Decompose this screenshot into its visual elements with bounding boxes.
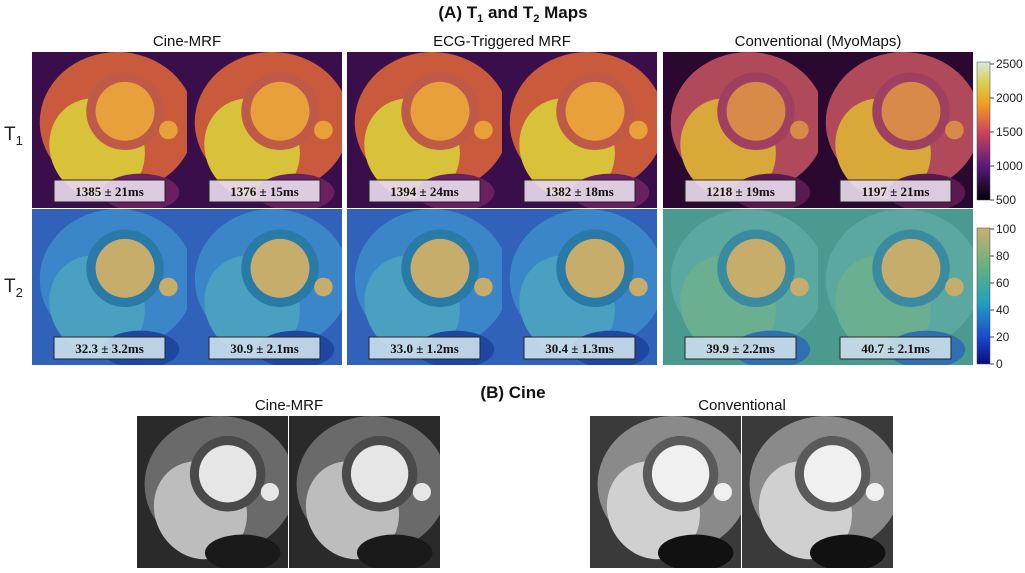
- colorbar-tick-label: 60: [996, 276, 1010, 290]
- measurement: 1394 ± 24ms: [390, 184, 459, 199]
- measurement-box: [684, 336, 797, 360]
- colorbar-tick-label: 80: [996, 249, 1010, 263]
- blood-pool: [410, 238, 470, 298]
- blood-pool: [565, 238, 625, 298]
- measurement: 39.9 ± 2.2ms: [706, 341, 775, 356]
- measurement-box: [684, 179, 797, 203]
- measurement: 1385 ± 21ms: [75, 184, 144, 199]
- image: [137, 416, 288, 568]
- measurement: 1382 ± 18ms: [545, 184, 614, 199]
- measurement-box: [368, 179, 481, 203]
- measurement-box: [208, 179, 321, 203]
- vessel: [314, 277, 333, 297]
- row-label: T1: [4, 124, 23, 148]
- column-header: ECG-Triggered MRF: [433, 33, 571, 50]
- colorbar: [976, 61, 991, 201]
- image: [502, 52, 657, 208]
- column-header: Conventional (MyoMaps): [735, 33, 902, 50]
- measurement: 40.7 ± 2.1ms: [861, 341, 930, 356]
- blood-pool: [95, 81, 155, 141]
- dark-region: [657, 534, 734, 568]
- vessel: [629, 277, 648, 297]
- blood-pool: [198, 445, 257, 503]
- colorbar-tick-label: 2500: [996, 57, 1023, 71]
- vessel: [412, 482, 431, 502]
- blood-pool: [803, 445, 862, 503]
- blood-pool: [726, 81, 786, 141]
- vessel: [629, 120, 648, 140]
- measurement: 30.4 ± 1.3ms: [545, 341, 614, 356]
- blood-pool: [350, 445, 409, 503]
- image: [187, 52, 342, 208]
- panel-a-title: (A) T1 and T2 Maps: [438, 3, 587, 25]
- dark-region: [356, 534, 433, 568]
- blood-pool: [726, 238, 786, 298]
- measurement-box: [839, 336, 952, 360]
- measurement: 33.0 ± 1.2ms: [390, 341, 459, 356]
- measurement-box: [53, 336, 166, 360]
- row-label: T2: [4, 276, 23, 300]
- colorbar: [976, 227, 991, 365]
- image: [742, 416, 893, 568]
- measurement-box: [523, 179, 636, 203]
- vessel: [314, 120, 333, 140]
- colorbar-tick-label: 40: [996, 303, 1010, 317]
- vessel: [865, 482, 884, 502]
- vessel: [713, 482, 732, 502]
- blood-pool: [881, 238, 941, 298]
- vessel: [159, 120, 178, 140]
- measurement: 30.9 ± 2.1ms: [230, 341, 299, 356]
- vessel: [945, 120, 964, 140]
- column-header: Cine-MRF: [153, 33, 221, 50]
- colorbar-tick-label: 100: [996, 222, 1016, 236]
- colorbar-tick-label: 2000: [996, 91, 1023, 105]
- dark-region: [809, 534, 886, 568]
- vessel: [159, 277, 178, 297]
- colorbar-tick-label: 0: [996, 357, 1003, 371]
- panel-b-title: (B) Cine: [480, 383, 545, 402]
- measurement: 1218 ± 19ms: [706, 184, 775, 199]
- blood-pool: [410, 81, 470, 141]
- blood-pool: [651, 445, 710, 503]
- blood-pool: [250, 238, 310, 298]
- colorbar-tick-label: 1000: [996, 159, 1023, 173]
- colorbar-tick-label: 20: [996, 330, 1010, 344]
- vessel: [260, 482, 279, 502]
- dark-region: [204, 534, 281, 568]
- measurement: 1376 ± 15ms: [230, 184, 299, 199]
- cine-header: Conventional: [698, 397, 786, 414]
- vessel: [474, 120, 493, 140]
- vessel: [790, 277, 809, 297]
- colorbar-tick-label: 1500: [996, 125, 1023, 139]
- measurement-box: [368, 336, 481, 360]
- vessel: [474, 277, 493, 297]
- measurement-box: [208, 336, 321, 360]
- cine-header: Cine-MRF: [255, 397, 323, 414]
- measurement-box: [53, 179, 166, 203]
- blood-pool: [565, 81, 625, 141]
- image: [590, 416, 741, 568]
- vessel: [945, 277, 964, 297]
- image: [289, 416, 440, 568]
- measurement-box: [839, 179, 952, 203]
- measurement: 1197 ± 21ms: [862, 184, 930, 199]
- blood-pool: [95, 238, 155, 298]
- vessel: [790, 120, 809, 140]
- measurement-box: [523, 336, 636, 360]
- measurement: 32.3 ± 3.2ms: [75, 341, 144, 356]
- blood-pool: [881, 81, 941, 141]
- colorbar-tick-label: 500: [996, 193, 1016, 207]
- blood-pool: [250, 81, 310, 141]
